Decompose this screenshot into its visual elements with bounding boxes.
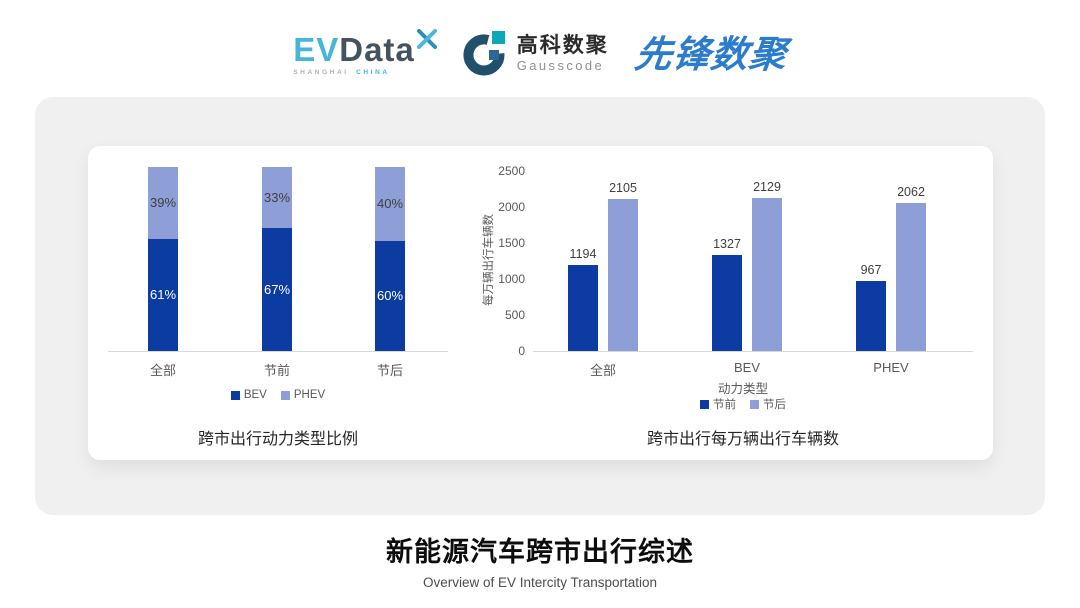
evdata-logo: EV Data SHANGHAI CHINA <box>293 28 437 76</box>
y-tick-label: 500 <box>504 308 525 322</box>
logo-header: EV Data SHANGHAI CHINA 高科数聚 Gausscode 先锋… <box>0 22 1080 86</box>
bar-segment-PHEV-节前: 33% <box>262 167 292 228</box>
bar-segment-BEV-节前: 67% <box>262 227 292 351</box>
bar-value-label: 1327 <box>713 237 741 251</box>
legend-swatch <box>280 390 290 400</box>
gausscode-logo: 高科数聚 Gausscode <box>463 31 609 77</box>
x-category-label: 全部 <box>149 363 176 378</box>
evdata-tagline-left: SHANGHAI <box>293 68 349 76</box>
bar-stack-节前: 33% 67% <box>262 167 292 351</box>
right-chart-title: 跨市出行每万辆出行车辆数 <box>646 431 839 448</box>
legend-item: BEV <box>230 389 267 401</box>
evdata-star-icon <box>416 28 437 49</box>
bar-value-label: 2105 <box>609 181 637 195</box>
x-category-label: 全部 <box>589 363 616 378</box>
legend-label: PHEV <box>293 389 326 401</box>
x-category-label: 节后 <box>376 363 403 378</box>
bar-节前-PHEV <box>856 281 886 351</box>
legend-swatch <box>230 390 240 400</box>
grouped-bar-chart: 每万辆出行车辆数 1194 2105 1327 2129 967 2062 动力类型 节前… <box>468 146 993 460</box>
stacked-bar-chart: 39% 61% 33% 67% 40% 60% BEV PHEV 跨市出行动力类型比例 全部… <box>88 146 468 460</box>
stacked-bar-plot-area: 39% 61% 33% 67% 40% 60% <box>108 167 448 352</box>
bar-节后-BEV <box>752 198 782 351</box>
bar-stack-节后: 40% 60% <box>375 167 405 351</box>
gausscode-wordmark: 高科数聚 Gausscode <box>517 34 609 74</box>
bar-节后-全部 <box>608 199 638 351</box>
report-card: 39% 61% 33% 67% 40% 60% BEV PHEV 跨市出行动力类型比例 全部… <box>35 97 1045 515</box>
report-footer: 新能源汽车跨市出行综述 Overview of EV Intercity Tra… <box>0 530 1080 590</box>
gausscode-cn-text: 高科数聚 <box>516 34 609 58</box>
left-chart-title: 跨市出行动力类型比例 <box>197 431 358 448</box>
bar-节后-PHEV <box>896 203 926 351</box>
bar-value-label: 2129 <box>753 180 781 194</box>
legend-item: 节后 <box>750 396 786 412</box>
x-category-label: PHEV <box>873 360 909 375</box>
evdata-tagline: SHANGHAI CHINA <box>293 69 389 76</box>
bar-value-label: 67% <box>263 281 291 297</box>
right-chart-legend: 节前 节后 <box>533 396 953 412</box>
charts-panel: 39% 61% 33% 67% 40% 60% BEV PHEV 跨市出行动力类型比例 全部… <box>88 146 993 460</box>
legend-item: PHEV <box>280 389 326 401</box>
bar-value-label: 33% <box>263 189 291 205</box>
evdata-tagline-right: CHINA <box>356 68 390 76</box>
legend-swatch <box>750 399 759 409</box>
y-tick-label: 1500 <box>498 236 525 250</box>
legend-label: 节后 <box>763 399 786 411</box>
evdata-wordmark: EV Data <box>293 28 437 68</box>
grouped-bar-plot-area: 1194 2105 1327 2129 967 2062 <box>533 172 973 352</box>
bar-value-label: 2062 <box>897 185 925 199</box>
y-tick-label: 2500 <box>498 164 525 178</box>
report-title: 新能源汽车跨市出行综述 <box>386 537 694 567</box>
left-chart-legend: BEV PHEV <box>108 389 448 401</box>
legend-label: 节前 <box>713 399 736 411</box>
y-tick-label: 0 <box>518 344 525 358</box>
y-tick-label: 2000 <box>498 200 525 214</box>
bar-value-label: 61% <box>149 287 177 303</box>
x-category-label: 节前 <box>263 363 290 378</box>
legend-item: 节前 <box>700 396 736 412</box>
bar-segment-PHEV-全部: 39% <box>148 167 178 239</box>
bar-stack-全部: 39% 61% <box>148 167 178 351</box>
bar-segment-BEV-节后: 60% <box>375 240 405 351</box>
bar-segment-BEV-全部: 61% <box>148 238 178 351</box>
gausscode-mark-icon <box>463 31 505 76</box>
gausscode-en-text: Gausscode <box>516 58 605 74</box>
bar-segment-PHEV-节后: 40% <box>375 167 405 241</box>
bar-节前-全部 <box>568 265 598 351</box>
legend-swatch <box>700 399 709 409</box>
bar-value-label: 39% <box>149 195 177 211</box>
y-tick-label: 1000 <box>498 272 525 286</box>
x-axis-label: 动力类型 <box>717 382 768 396</box>
evdata-data-text: Data <box>339 30 415 68</box>
bar-value-label: 60% <box>376 288 404 304</box>
evdata-ev-text: EV <box>293 30 340 68</box>
bar-value-label: 1194 <box>569 247 597 261</box>
legend-label: BEV <box>243 389 267 401</box>
bar-节前-BEV <box>712 255 742 351</box>
bar-value-label: 967 <box>860 263 882 277</box>
bar-value-label: 40% <box>376 196 404 212</box>
report-subtitle: Overview of EV Intercity Transportation <box>422 575 658 590</box>
pioneer-logo: 先锋数聚 <box>632 33 790 75</box>
x-category-label: BEV <box>733 360 760 375</box>
